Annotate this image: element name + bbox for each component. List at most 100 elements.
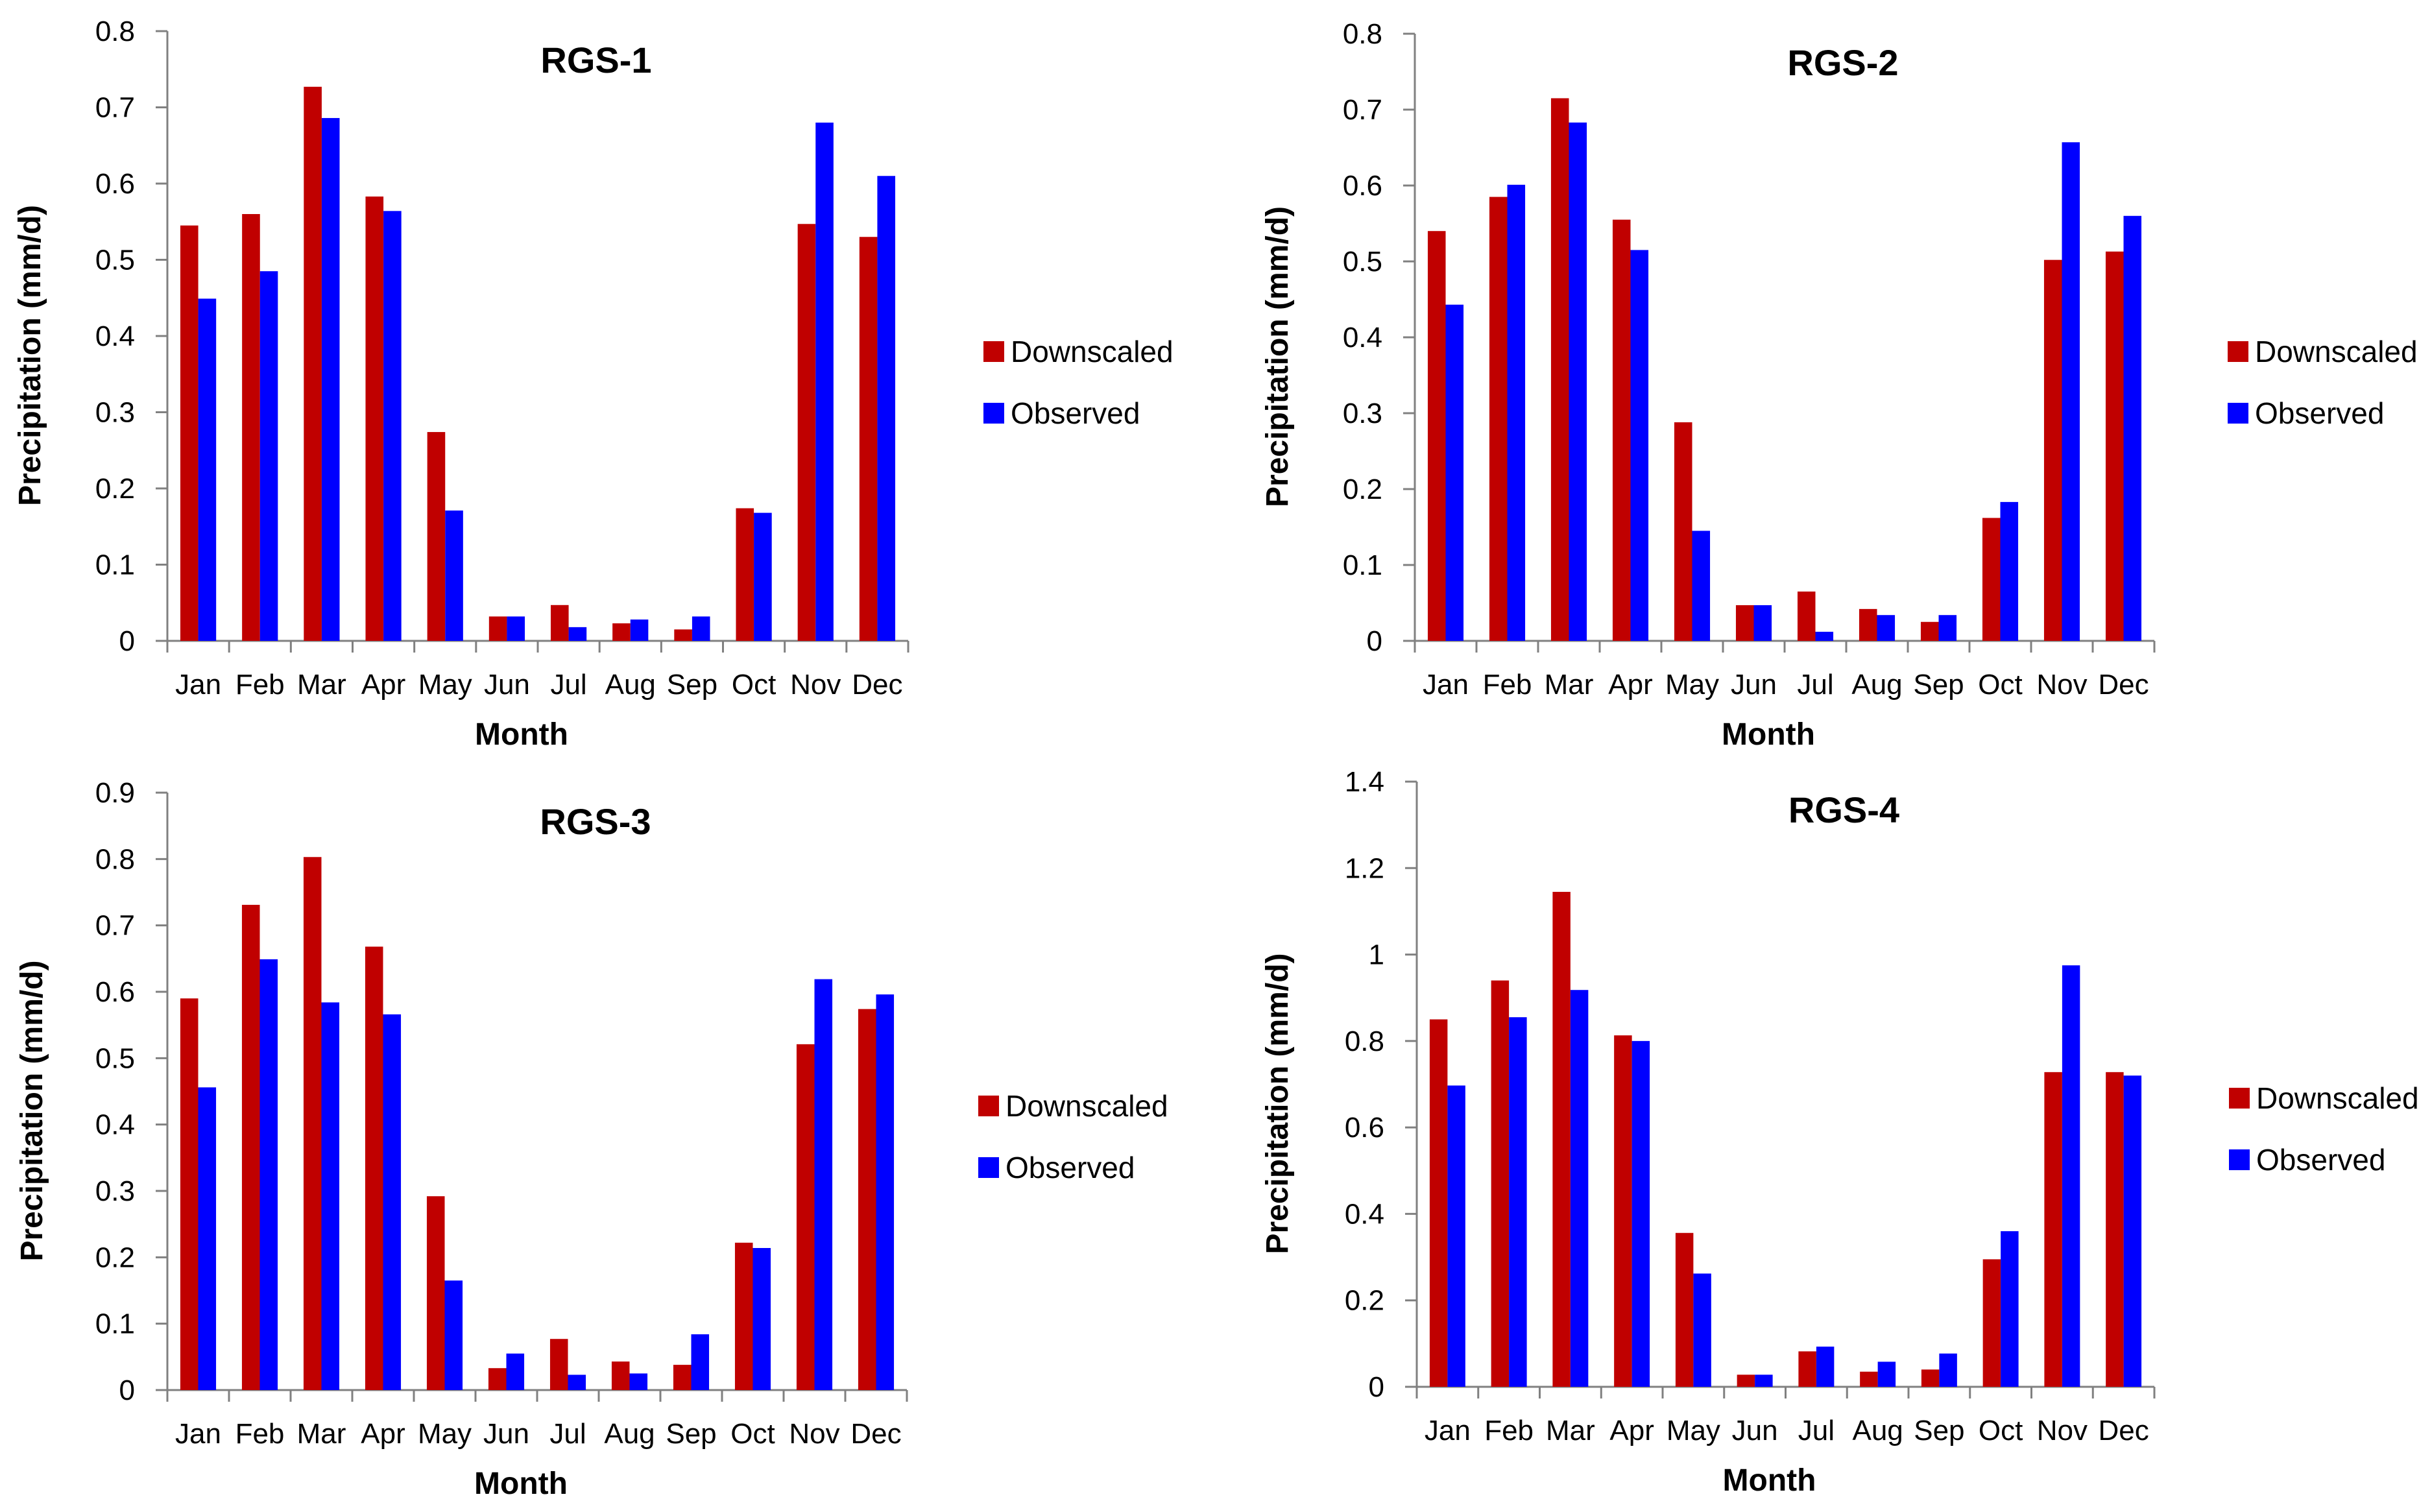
x-tick-label: Aug [604, 1418, 655, 1450]
bar-downscaled-jul [1798, 1351, 1816, 1387]
bar-observed-feb [1507, 184, 1526, 642]
x-axis-label: Month [474, 1467, 568, 1501]
x-tick-label: Jan [175, 1418, 221, 1450]
bar-observed-aug [1877, 1362, 1896, 1387]
legend-swatch-downscaled [2229, 1088, 2250, 1109]
y-tick-label: 0.4 [95, 1109, 135, 1141]
bar-downscaled-aug [1859, 608, 1877, 641]
x-tick-label: Mar [297, 669, 346, 701]
x-tick-label: Jul [549, 1418, 586, 1450]
bar-observed-mar [321, 1002, 340, 1390]
x-tick-label: May [418, 1418, 472, 1450]
bar-downscaled-dec [2106, 1072, 2124, 1387]
y-tick-label: 0.8 [1343, 18, 1382, 50]
x-tick-label: Nov [790, 669, 841, 701]
bar-downscaled-jul [549, 1339, 568, 1390]
y-tick-label: 0.5 [1343, 246, 1382, 278]
y-tick-label: 0.9 [95, 777, 135, 809]
bar-observed-aug [1877, 615, 1896, 641]
bar-downscaled-sep [1921, 1369, 1940, 1387]
bar-downscaled-jan [180, 998, 199, 1390]
y-tick-label: 0.7 [1343, 94, 1382, 126]
x-tick-label: Aug [1851, 669, 1902, 701]
bar-downscaled-oct [736, 508, 754, 641]
bar-observed-sep [692, 616, 710, 641]
x-tick-label: Jan [175, 669, 221, 701]
bar-observed-aug [630, 619, 649, 641]
x-tick-label: Mar [1545, 669, 1594, 701]
bar-observed-sep [1939, 1353, 1957, 1387]
y-axis-label: Precipitation (mm/d) [1260, 953, 1295, 1254]
y-tick-label: 0 [1367, 625, 1382, 657]
x-axis-label: Month [475, 717, 568, 752]
bar-observed-feb [1509, 1017, 1527, 1387]
y-tick-label: 0.1 [95, 1308, 135, 1340]
bar-downscaled-apr [365, 946, 383, 1390]
bar-observed-jun [1753, 605, 1772, 641]
legend-swatch-downscaled [978, 1096, 999, 1116]
bar-observed-jan [198, 1087, 217, 1390]
x-tick-label: Aug [605, 669, 656, 701]
legend-label-downscaled: Downscaled [1011, 335, 1174, 368]
y-tick-label: 0.4 [95, 320, 135, 352]
legend-label-downscaled: Downscaled [1005, 1089, 1168, 1123]
bar-observed-oct [2001, 1231, 2019, 1387]
y-tick-label: 0.8 [95, 16, 135, 47]
x-tick-label: Feb [1483, 669, 1532, 701]
y-tick-label: 0.3 [95, 397, 135, 429]
bar-downscaled-jul [550, 605, 569, 641]
bar-downscaled-apr [1614, 1035, 1632, 1387]
legend-swatch-observed [978, 1157, 999, 1178]
bar-downscaled-oct [1982, 518, 2001, 641]
y-axis-label: Precipitation (mm/d) [13, 205, 47, 506]
x-tick-label: Nov [2037, 1415, 2088, 1446]
x-tick-label: Dec [850, 1418, 901, 1450]
x-tick-label: Sep [667, 669, 717, 701]
bar-downscaled-feb [241, 904, 260, 1390]
y-tick-label: 0.7 [95, 92, 135, 124]
chart-title: RGS-3 [540, 801, 651, 842]
y-tick-label: 0.4 [1345, 1198, 1384, 1230]
legend-swatch-observed [2228, 403, 2248, 424]
bar-downscaled-apr [1612, 219, 1631, 641]
x-tick-label: Jun [1731, 669, 1777, 701]
bar-downscaled-jan [1427, 231, 1446, 641]
x-tick-label: Nov [2036, 669, 2087, 701]
bar-downscaled-may [1675, 1232, 1694, 1387]
bar-downscaled-jun [488, 1368, 507, 1390]
y-tick-label: 0.6 [95, 976, 135, 1008]
bar-downscaled-mar [1552, 891, 1571, 1387]
x-tick-label: Feb [1484, 1415, 1534, 1446]
bar-downscaled-mar [303, 857, 322, 1390]
x-tick-label: Jun [483, 1418, 529, 1450]
bar-observed-mar [1570, 990, 1589, 1387]
bar-downscaled-jan [180, 225, 199, 641]
bar-downscaled-apr [365, 196, 384, 642]
y-tick-label: 0.1 [1343, 549, 1382, 581]
bar-observed-apr [1630, 250, 1649, 641]
y-tick-label: 0.8 [1345, 1026, 1384, 1057]
legend-label-observed: Observed [1011, 396, 1140, 430]
bar-downscaled-oct [734, 1242, 753, 1390]
bar-downscaled-feb [242, 214, 260, 641]
legend-swatch-downscaled [983, 341, 1004, 362]
bar-downscaled-may [426, 1196, 445, 1390]
bar-observed-sep [1938, 615, 1957, 641]
y-tick-label: 0.2 [95, 1242, 135, 1273]
legend-label-observed: Observed [1005, 1151, 1135, 1184]
x-tick-label: Jul [550, 669, 586, 701]
bar-observed-may [445, 510, 463, 641]
x-tick-label: Sep [666, 1418, 716, 1450]
bar-observed-jul [1816, 1347, 1835, 1387]
x-tick-label: Mar [1546, 1415, 1595, 1446]
y-tick-label: 1 [1369, 939, 1384, 971]
legend-label-downscaled: Downscaled [2256, 1081, 2419, 1115]
x-tick-label: Oct [732, 669, 776, 701]
x-tick-label: May [1665, 669, 1719, 701]
bar-observed-jul [568, 1374, 586, 1390]
y-tick-label: 0.4 [1343, 322, 1382, 354]
bar-observed-nov [2062, 965, 2080, 1387]
bar-downscaled-aug [612, 623, 631, 641]
bar-downscaled-jun [1735, 605, 1754, 641]
bar-downscaled-nov [2043, 259, 2062, 641]
